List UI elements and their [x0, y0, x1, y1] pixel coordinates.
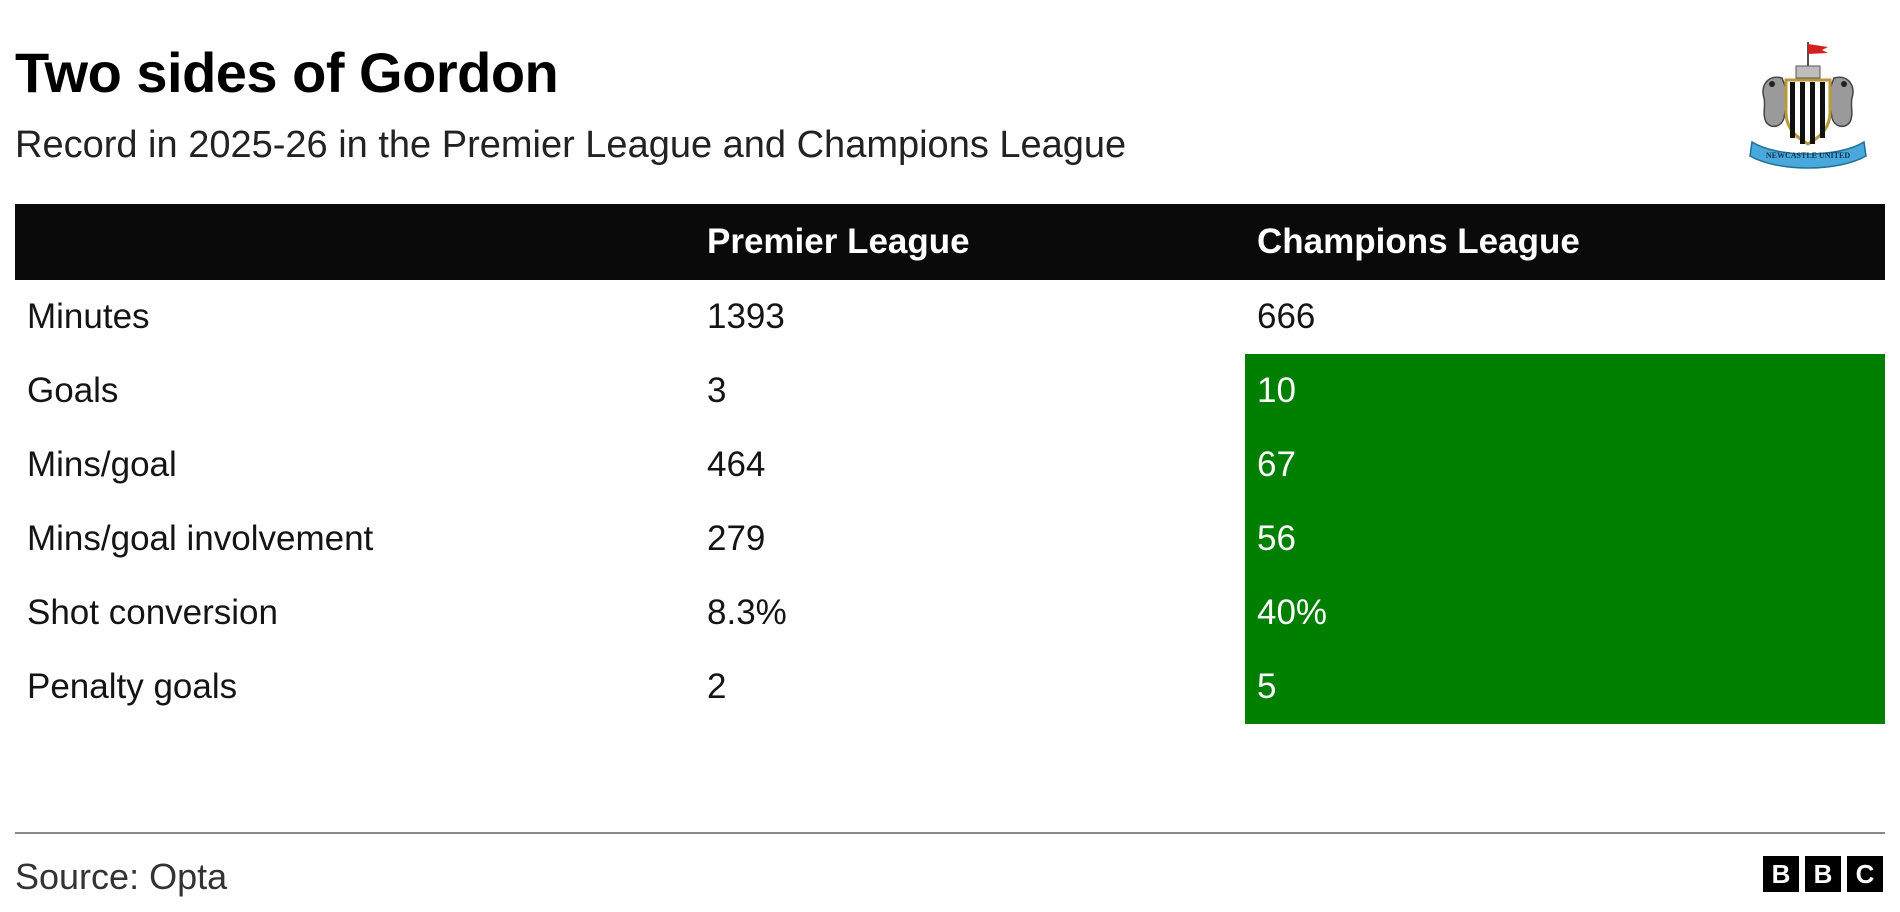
stats-table: Premier League Champions League Minutes …: [15, 204, 1885, 724]
table-row: Minutes 1393 666: [15, 280, 1885, 354]
table-row: Mins/goal 464 67: [15, 428, 1885, 502]
champions-league-value-highlighted: 56: [1245, 502, 1885, 576]
chart-title: Two sides of Gordon: [15, 40, 558, 105]
premier-league-value: 2: [707, 650, 1247, 724]
champions-league-value-highlighted: 67: [1245, 428, 1885, 502]
bbc-logo-block: B: [1763, 856, 1799, 892]
source-note: Source: Opta: [15, 856, 227, 898]
table-row: Shot conversion 8.3% 40%: [15, 576, 1885, 650]
crest-banner-text: NEWCASTLE UNITED: [1766, 151, 1850, 160]
header-cell-stat: [27, 204, 697, 280]
header-cell-champions-league: Champions League: [1245, 204, 1885, 280]
chart-subtitle: Record in 2025-26 in the Premier League …: [15, 124, 1126, 167]
premier-league-value: 464: [707, 428, 1247, 502]
row-label: Shot conversion: [27, 576, 697, 650]
premier-league-value: 8.3%: [707, 576, 1247, 650]
footer-divider: [15, 832, 1885, 834]
champions-league-value-highlighted: 10: [1245, 354, 1885, 428]
bbc-logo-icon: B B C: [1763, 856, 1883, 892]
table-row: Goals 3 10: [15, 354, 1885, 428]
table-row: Mins/goal involvement 279 56: [15, 502, 1885, 576]
champions-league-value-highlighted: 40%: [1245, 576, 1885, 650]
row-label: Mins/goal: [27, 428, 697, 502]
newcastle-united-crest-icon: NEWCASTLE UNITED: [1738, 34, 1878, 174]
table-row: Penalty goals 2 5: [15, 650, 1885, 724]
premier-league-value: 279: [707, 502, 1247, 576]
premier-league-value: 1393: [707, 280, 1247, 354]
champions-league-value-highlighted: 5: [1245, 650, 1885, 724]
row-label: Goals: [27, 354, 697, 428]
premier-league-value: 3: [707, 354, 1247, 428]
row-label: Minutes: [27, 280, 697, 354]
table-header-row: Premier League Champions League: [15, 204, 1885, 280]
bbc-logo-block: B: [1805, 856, 1841, 892]
bbc-logo-block: C: [1847, 856, 1883, 892]
row-label: Mins/goal involvement: [27, 502, 697, 576]
header-cell-premier-league: Premier League: [707, 204, 1247, 280]
champions-league-value: 666: [1245, 280, 1885, 354]
row-label: Penalty goals: [27, 650, 697, 724]
